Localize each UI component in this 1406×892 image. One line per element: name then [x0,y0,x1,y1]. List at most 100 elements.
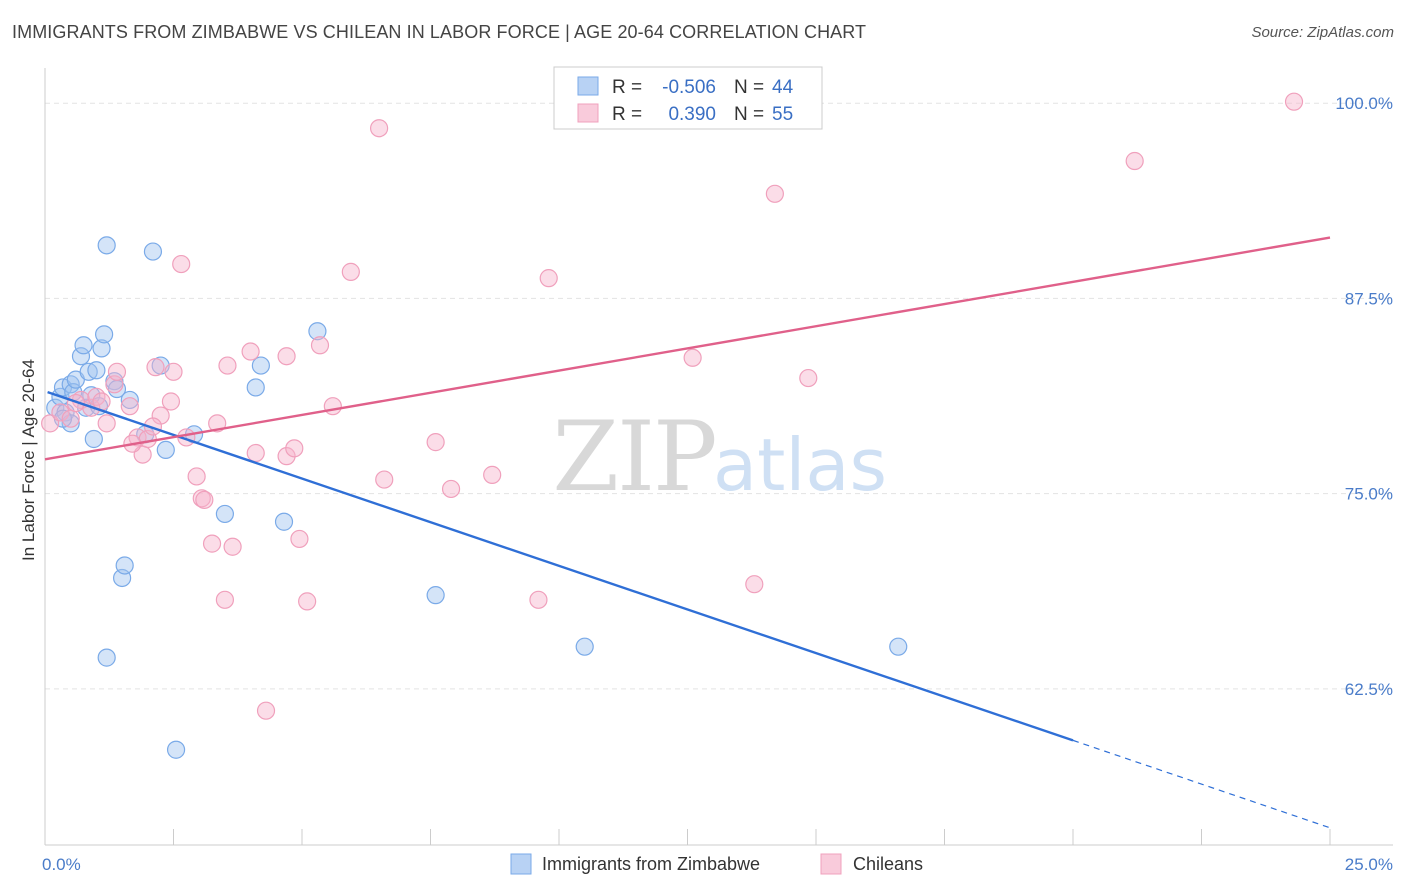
chilean-point-40 [426,433,445,452]
chilean-point-53 [143,417,163,436]
legend-r-label-2: R = [612,104,642,125]
y-axis-label: In Labor Force | Age 20-64 [19,359,38,561]
zimbabwe-point-38 [97,648,116,667]
chilean-point-27 [241,342,260,361]
chilean-point-23 [208,414,227,433]
series-legend: Immigrants from Zimbabwe Chileans [510,853,923,875]
zimbabwe-point-18 [97,236,116,255]
legend-swatch-chileans [577,103,599,123]
tick-labels: 100.0% 87.5% 75.0% 62.5% 0.0% 25.0% [42,94,1393,874]
chilean-point-25 [223,537,242,556]
chilean-point-28 [246,443,265,463]
chilean-point-13 [146,358,165,377]
zimbabwe-point-32 [251,356,270,375]
chilean-point-6 [97,414,116,433]
chilean-point-37 [341,262,360,281]
chilean-point-22 [202,534,222,553]
chart-source: Source: ZipAtlas.com [1251,24,1394,41]
chilean-point-32 [285,439,304,458]
chilean-point-49 [1125,151,1144,171]
zimbabwe-point-35 [426,586,445,605]
zimbabwe-point-34 [308,322,327,341]
zimbabwe-point-27 [156,440,175,460]
y-tick-label-1: 87.5% [1345,289,1393,308]
zimbabwe-point-31 [246,378,265,397]
legend-n-label-2: N = [734,104,764,125]
chilean-point-43 [529,590,548,609]
zimbabwe-point-28 [166,740,186,759]
chilean-point-2 [61,409,80,428]
chilean-point-33 [290,529,309,549]
chilean-point-1 [51,403,70,422]
legend-box: R = -0.506 N = 44 R = 0.390 N = 55 [553,66,823,130]
series-label-zimbabwe: Immigrants from Zimbabwe [542,854,760,874]
chilean-point-52 [66,393,85,413]
series-swatch-zimbabwe [510,853,532,875]
chilean-point-8 [107,362,127,381]
chilean-point-42 [483,465,502,484]
zimbabwe-point-23 [120,390,139,410]
zimbabwe-point-11 [79,362,98,381]
zimbabwe-point-37 [889,637,908,656]
zimbabwe-point-25 [143,242,163,261]
chilean-trend-line [44,236,1331,461]
chilean-point-38 [370,119,389,138]
trend-lines [44,236,1331,829]
chilean-point-34 [298,592,317,611]
zimbabwe-point-13 [84,429,103,449]
chilean-point-44 [539,269,558,288]
chilean-point-30 [277,347,296,366]
watermark: ZIP atlas [552,401,887,513]
chilean-point-24 [218,356,237,375]
series-swatch-chileans [820,853,842,875]
chart-title: IMMIGRANTS FROM ZIMBABWE VS CHILEAN IN L… [12,22,867,42]
chilean-point-21 [195,490,214,509]
legend-r-value-1: -0.506 [662,77,716,98]
y-tick-label-2: 75.0% [1345,485,1393,504]
legend-n-value-1: 44 [772,77,794,98]
zimbabwe-point-16 [92,339,111,358]
chilean-point-47 [765,184,784,203]
chilean-point-16 [164,362,183,381]
zimbabwe-trend-line [47,390,1074,742]
chilean-point-15 [161,392,181,411]
axes [44,68,1393,846]
zimbabwe-point-9 [74,336,93,355]
zimbabwe-point-17 [95,325,114,344]
legend-n-value-2: 55 [772,104,793,125]
watermark-zip: ZIP [552,401,715,513]
chilean-point-45 [683,348,702,367]
chilean-point-31 [277,447,296,466]
y-tick-label-0: 100.0% [1335,94,1393,113]
legend-r-value-2: 0.390 [668,104,716,125]
y-tick-label-3: 62.5% [1345,680,1393,699]
legend-r-label-1: R = [612,77,642,98]
chilean-point-19 [187,467,206,486]
chilean-point-50 [1284,92,1304,111]
x-tick-label-1: 25.0% [1345,855,1393,874]
x-tick-label-0: 0.0% [42,855,81,874]
zimbabwe-point-36 [575,637,594,656]
zimbabwe-point-22 [115,556,134,575]
legend-n-label-1: N = [734,77,764,98]
legend-swatch-zimbabwe [577,76,599,96]
chilean-point-41 [441,479,461,499]
zimbabwe-point-8 [71,347,91,366]
chilean-point-36 [323,397,342,416]
series-label-chileans: Chileans [853,854,923,874]
chilean-point-26 [215,590,234,609]
zimbabwe-point-33 [274,512,294,531]
chilean-point-29 [256,701,276,720]
watermark-atlas: atlas [713,423,887,507]
chilean-point-46 [745,575,764,594]
zimbabwe-point-14 [87,361,106,380]
chilean-point-39 [375,470,394,489]
chilean-point-48 [799,368,818,388]
grid-lines [45,102,1393,690]
chilean-point-35 [310,336,330,355]
zimbabwe-trend-extension [1072,739,1331,829]
zimbabwe-point-30 [215,504,234,524]
chilean-point-9 [120,397,139,416]
chilean-point-17 [172,254,191,274]
